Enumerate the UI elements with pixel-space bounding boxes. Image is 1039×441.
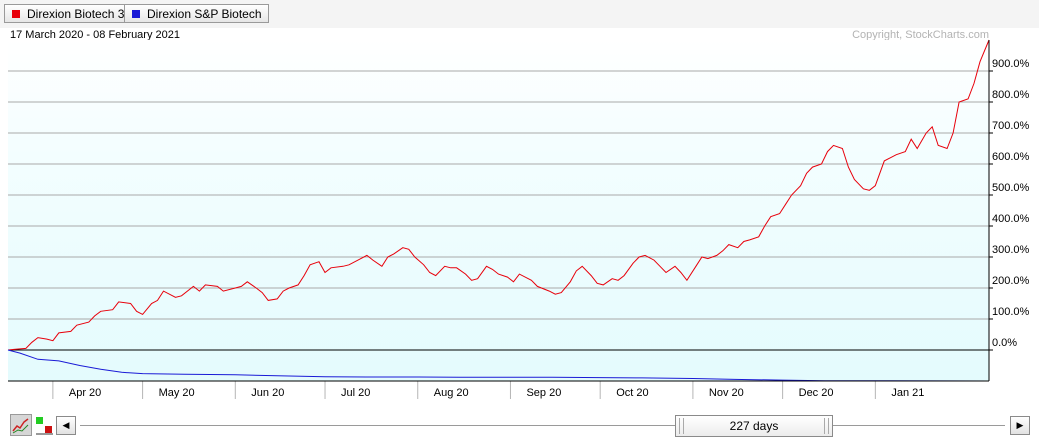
series-line-direxion-biotech-3x (7, 39, 990, 351)
x-tick-label: Nov 20 (709, 387, 744, 399)
x-tick-label: May 20 (159, 387, 195, 399)
x-tick-label: Jan 21 (891, 387, 924, 399)
legend-swatch (132, 10, 140, 18)
legend-item-direxion-sp-biotech[interactable]: Direxion S&P Biotech (124, 4, 269, 23)
plot-area (8, 40, 989, 381)
y-tick-label: 900.0% (992, 58, 1030, 70)
y-tick-label: 600.0% (992, 151, 1030, 163)
y-tick-label: 0.0% (992, 337, 1017, 349)
y-tick-label: 200.0% (992, 275, 1030, 287)
period-slider[interactable]: 227 days (675, 415, 833, 437)
arrow-right-icon[interactable]: ▶ (1010, 416, 1030, 435)
x-tick-label: Jun 20 (251, 387, 284, 399)
y-tick-label: 300.0% (992, 244, 1030, 256)
grid-lines (8, 70, 989, 351)
date-range: 17 March 2020 - 08 February 2021 (10, 29, 180, 41)
y-tick-label: 100.0% (992, 306, 1030, 318)
legend-swatch (12, 10, 20, 18)
x-tick-label: Sep 20 (526, 387, 561, 399)
x-tick-label: Dec 20 (799, 387, 834, 399)
x-tick-label: Jul 20 (341, 387, 370, 399)
x-tick-label: Oct 20 (616, 387, 648, 399)
y-axis: 0.0% 100.0% 200.0% 300.0% 400.0% 500.0% 600.0%… (989, 58, 1030, 351)
scroll-track[interactable] (80, 425, 1005, 426)
x-tick-label: Aug 20 (434, 387, 469, 399)
series-line-direxion-sp-biotech (7, 349, 990, 382)
legend-label: Direxion S&P Biotech (147, 7, 262, 21)
bottom-toolbar: ◀ 227 days ▶ (0, 406, 1039, 440)
y-tick-label: 500.0% (992, 182, 1030, 194)
line-chart-icon[interactable] (10, 414, 32, 436)
legend-bar: Direxion Biotech 3x Direxion S&P Biotech (0, 0, 1039, 28)
x-tick-label: Apr 20 (69, 387, 101, 399)
y-tick-label: 800.0% (992, 89, 1030, 101)
performance-chart: Apr 20 May 20 Jun 20 Jul 20 Aug 20 Sep 20 Oct … (7, 39, 1030, 399)
y-tick-label: 700.0% (992, 120, 1030, 132)
series-lines (7, 39, 990, 382)
x-axis: Apr 20 May 20 Jun 20 Jul 20 Aug 20 Sep 20 Oct … (52, 381, 924, 399)
legend-label: Direxion Biotech 3x (27, 7, 131, 21)
legend-item-direxion-biotech-3x[interactable]: Direxion Biotech 3x (4, 4, 138, 23)
candlestick-color-icon[interactable] (33, 414, 55, 436)
y-tick-label: 400.0% (992, 213, 1030, 225)
arrow-left-icon[interactable]: ◀ (56, 416, 76, 435)
copyright-text: Copyright, StockCharts.com (852, 29, 989, 41)
